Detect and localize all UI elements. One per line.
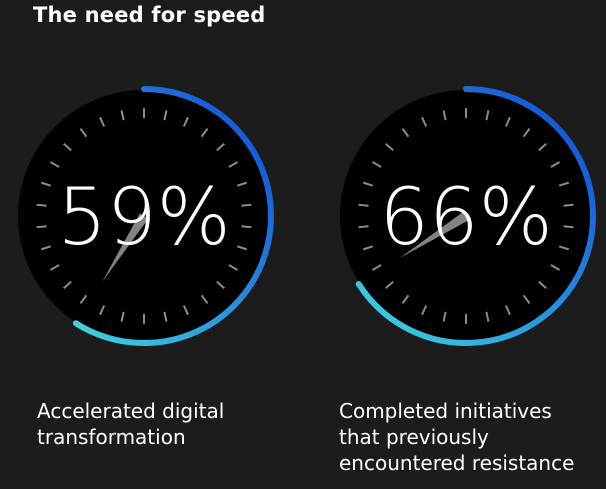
gauge-accelerated-digital-transformation: 59% — [6, 78, 282, 354]
dial-tick — [538, 280, 547, 290]
dial-tick — [550, 161, 561, 168]
gauge-value-label: 66% — [379, 173, 552, 263]
dial-tick — [358, 225, 369, 229]
dial-tick — [228, 264, 239, 271]
dial-tick — [358, 203, 369, 207]
dial-tick — [558, 181, 570, 187]
dial-tick — [49, 264, 60, 271]
dial-tick — [36, 225, 47, 229]
dial-tick — [182, 116, 189, 127]
dial-tick — [421, 305, 428, 316]
dial-tick — [421, 116, 428, 127]
dial-tick — [385, 142, 394, 152]
dial-tick — [362, 245, 374, 251]
dial-tick — [442, 110, 447, 121]
dial-tick — [401, 128, 410, 138]
gauge-svg: 59% — [18, 86, 274, 346]
needle — [400, 211, 469, 258]
dial-tick — [241, 203, 252, 207]
value-arc — [72, 86, 274, 346]
gauge-completed-initiatives: 66% — [328, 78, 604, 354]
dial-tick — [216, 280, 225, 290]
caption-line: that previously — [339, 425, 489, 449]
dial-tick — [550, 264, 561, 271]
dial-tick — [538, 142, 547, 152]
gauge-caption: Completed initiatives that previously en… — [339, 398, 601, 476]
dial-tick — [79, 128, 88, 138]
dial-tick — [522, 294, 531, 304]
page-title: The need for speed — [33, 3, 266, 27]
dial-tick — [79, 294, 88, 304]
gauge-caption: Accelerated digital transformation — [37, 398, 277, 450]
caption-line: Accelerated digital — [37, 399, 225, 423]
dial-tick — [163, 311, 168, 322]
dial-tick — [163, 110, 168, 121]
dial-tick — [228, 161, 239, 168]
dial-tick — [63, 280, 72, 290]
dial-tick — [371, 161, 382, 168]
dial-tick — [99, 305, 106, 316]
dial-tick — [442, 311, 447, 322]
dial-tick — [241, 225, 252, 229]
dial-tick — [362, 181, 374, 187]
dial-tick — [120, 311, 125, 322]
dial-tick — [36, 203, 47, 207]
needle — [102, 213, 149, 282]
dial-tick — [236, 245, 248, 251]
dial-tick — [99, 116, 106, 127]
dial-tick — [120, 110, 125, 121]
caption-line: Completed initiatives — [339, 399, 552, 423]
dial-tick — [236, 181, 248, 187]
dial-tick — [485, 110, 490, 121]
dial-tick — [40, 181, 52, 187]
gauge-value-label: 59% — [57, 173, 230, 263]
dial-tick — [49, 161, 60, 168]
caption-line: transformation — [37, 425, 186, 449]
dial-tick — [558, 245, 570, 251]
dial-ticks — [36, 108, 252, 324]
dial-tick — [522, 128, 531, 138]
gauge-svg: 66% — [340, 86, 596, 346]
dial-tick — [485, 311, 490, 322]
dial-tick — [182, 305, 189, 316]
dial-tick — [504, 305, 511, 316]
dial-tick — [40, 245, 52, 251]
value-arc — [355, 86, 596, 346]
dial-tick — [563, 225, 574, 229]
dial-tick — [563, 203, 574, 207]
dial-tick — [385, 280, 394, 290]
caption-line: encountered resistance — [339, 451, 575, 475]
dial-tick — [63, 142, 72, 152]
dial-tick — [216, 142, 225, 152]
dial-tick — [401, 294, 410, 304]
dial-tick — [371, 264, 382, 271]
dial-tick — [504, 116, 511, 127]
dial-ticks — [358, 108, 574, 324]
dial-tick — [200, 128, 209, 138]
dial-tick — [200, 294, 209, 304]
